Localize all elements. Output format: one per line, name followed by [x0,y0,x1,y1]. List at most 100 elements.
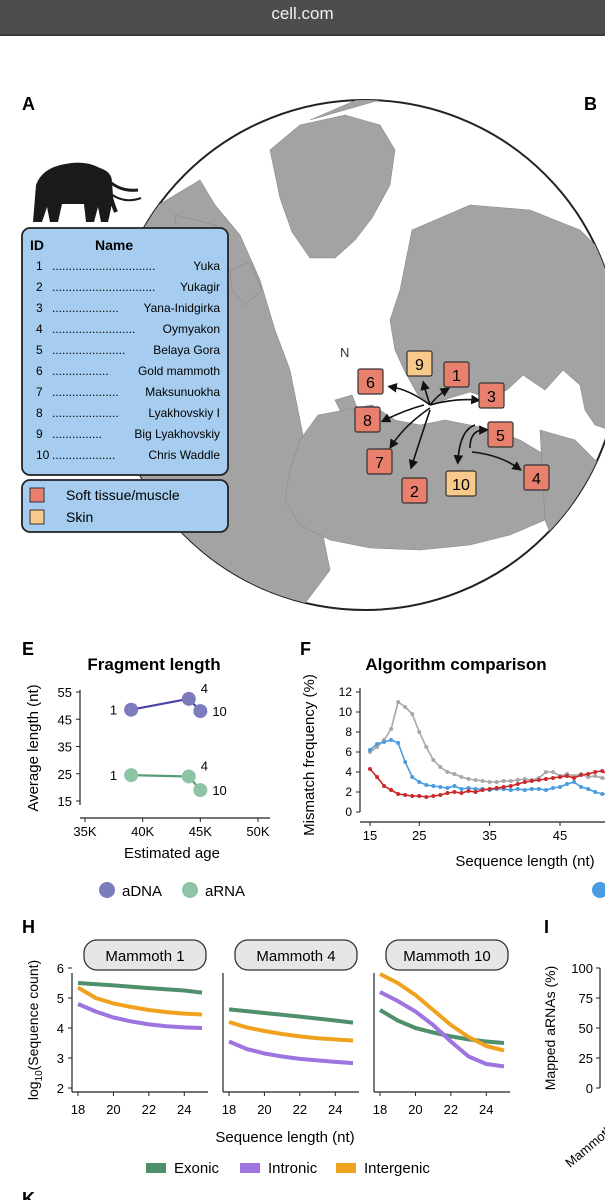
chart-e-title: Fragment length [87,655,220,674]
chart-f-point-gray [480,779,485,783]
browser-address-bar[interactable]: cell.com [0,0,605,36]
chart-f-point-red [522,780,527,784]
sample-id-10: 10 [36,448,50,462]
arrow-to-2 [408,409,431,470]
chart-f-title: Algorithm comparison [365,655,546,674]
chart-f-point-gray [586,775,591,779]
chart-h-xtick-label: 22 [444,1102,458,1117]
chart-h-facet-2: Mammoth 4 18 20 22 24 [222,939,359,1117]
chart-f-point-red [508,784,513,788]
tissue-legend: Soft tissue/muscle Skin [21,479,229,533]
facet-title: Mammoth 1 [105,948,184,965]
chart-h-xtick-label: 18 [222,1102,236,1117]
arrow-to-8 [380,404,425,423]
chart-f-point-gray [543,770,548,774]
chart-e: 15 25 35 45 55 35K 40K 45K 50K 1 4 10 1 4 10 [58,681,270,839]
chart-f-point-red [459,791,464,795]
chart-e-legend: aDNA aRNA [99,882,245,900]
legend-swatch-soft-tissue [29,487,45,503]
chart-e-point-aRNA [181,769,196,784]
chart-f-xlabel: Sequence length (nt) [455,853,594,870]
sample-marker-5: 5 [487,421,514,448]
chart-h-xtick-label: 20 [106,1102,120,1117]
sample-name-6: Gold mammoth [138,364,220,378]
chart-f-point-blue [417,780,422,784]
legend-exonic-label: Exonic [174,1160,220,1177]
table-header-id: ID [30,237,44,253]
chart-h-xtick-label: 24 [328,1102,342,1117]
sample-dots: ...................... [52,343,125,357]
chart-f-point-red [417,794,422,798]
panel-label-e: E [22,639,34,659]
arrow-to-4 [471,451,522,471]
chart-e-ytick-label: 45 [58,712,72,727]
address-bar-divider [0,34,605,36]
chart-i-ylabel: Mapped aRNAs (%) [542,966,558,1091]
chart-f-point-blue [368,748,372,752]
chart-f-point-gray [431,758,436,762]
facet-title-box [385,939,509,971]
chart-f-point-gray [494,780,499,784]
figure: A B N 1 2 [21,94,605,1200]
chart-e-xlabel: Estimated age [124,845,220,862]
sample-id-5: 5 [36,343,43,357]
legend-arna-label: aRNA [205,883,245,900]
mammoth-icon [33,162,142,222]
chart-f-point-gray [403,705,408,709]
panel-label-i: I [544,917,549,937]
sample-dots: .................... [52,301,119,315]
chart-h-xtick-label: 22 [142,1102,156,1117]
chart-i-ytick-label: 50 [579,1021,593,1036]
chart-f-point-gray [466,777,471,781]
svg-text:1: 1 [452,368,461,385]
chart-f-point-gray [487,780,492,784]
chart-f-point-gray [550,770,555,774]
chart-f-point-blue [382,740,387,744]
legend-intronic-label: Intronic [268,1160,318,1177]
chart-h-line-intronic [379,990,505,1069]
chart-f-ytick-label: 4 [345,765,352,779]
svg-text:6: 6 [366,375,375,392]
facet-title: Mammoth 10 [403,948,491,965]
arrow-to-9 [420,380,431,406]
sample-name-8: Lyakhovskiy I [148,406,220,420]
chart-f-point-gray [522,777,527,781]
svg-text:3: 3 [487,389,496,406]
chart-f-legend-marker [592,882,605,898]
chart-f-point-blue [529,787,534,791]
chart-f-ytick-label: 2 [345,785,352,799]
chart-e-point-label: 1 [110,768,117,783]
legend-exonic-swatch [146,1163,166,1173]
sample-marker-3: 3 [478,382,505,409]
legend-intergenic-label: Intergenic [364,1160,430,1177]
chart-f-point-blue [572,780,577,784]
chart-e-point-aRNA [124,768,139,783]
chart-f-point-gray [459,775,464,779]
chart-f-point-gray [473,778,478,782]
chart-f-point-gray [501,779,506,783]
chart-e-ytick-label: 35 [58,740,72,755]
chart-h-xtick-label: 24 [479,1102,493,1117]
chart-e-ytick-label: 25 [58,767,72,782]
chart-f-point-blue [508,788,513,792]
chart-f-point-red [389,788,394,792]
chart-h-ytick-label: 3 [57,1051,64,1066]
chart-h-line-intergenic [76,985,203,1017]
chart-f-point-red [572,776,577,780]
sample-marker-10: 10 [445,470,477,497]
facet-title-box [83,939,207,971]
chart-f-point-red [438,793,443,797]
facet-title-box [234,939,358,971]
arrow-to-1 [429,387,451,406]
sample-name-7: Maksunuokha [145,385,220,399]
chart-f-point-blue [550,786,555,790]
table-header-name: Name [95,237,133,253]
sample-dots: ................... [52,448,115,462]
chart-f-point-red [396,792,401,796]
chart-f-point-blue [593,790,598,794]
chart-f-point-blue [396,741,401,745]
chart-h-facet-3: Mammoth 10 18 20 22 24 [373,939,510,1117]
sample-name-5: Belaya Gora [153,343,220,357]
sample-id-8: 8 [36,406,43,420]
legend-intergenic-swatch [336,1163,356,1173]
